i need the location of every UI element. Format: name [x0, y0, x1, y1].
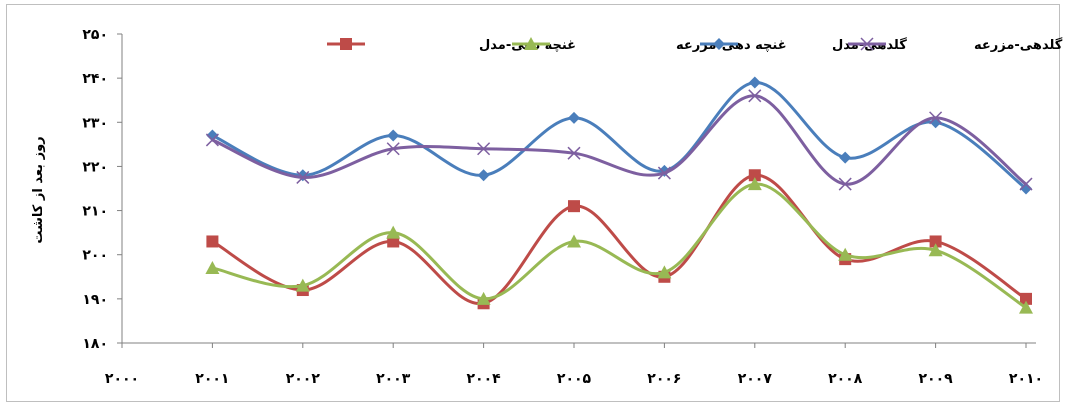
data-point: [929, 235, 942, 248]
data-point: [747, 177, 762, 191]
axes: ۱۸۰ ۱۹۰ ۲۰۰ ۲۱۰ ۲۲۰ ۲۳۰ ۲۴۰ ۲۵۰ ۲۰۰۰ ۲۰۰۱ ۲۰۰۲ ۲۰۰۳…: [82, 27, 1043, 387]
data-point: [748, 169, 761, 182]
data-point: [838, 177, 852, 191]
x-tick-label: ۲۰۰۰: [105, 371, 139, 387]
series-3: [206, 76, 1032, 195]
legend-marker: [340, 38, 352, 50]
data-point: [206, 235, 219, 248]
data-point: [477, 142, 491, 156]
data-point: [568, 111, 580, 124]
data-point: [206, 129, 219, 142]
data-point: [387, 129, 400, 142]
y-tick-label: ۲۵۰: [82, 27, 108, 43]
data-point: [567, 234, 581, 248]
data-point: [568, 200, 580, 213]
data-point: [205, 260, 220, 274]
data-point: [1020, 292, 1032, 305]
y-tick-label: ۲۴۰: [82, 71, 108, 87]
data-point: [928, 243, 943, 257]
data-point: [748, 89, 762, 103]
x-tick-label: ۲۰۰۱: [195, 371, 229, 387]
data-point: [477, 169, 490, 182]
data-point: [929, 111, 943, 125]
data-point: [205, 133, 219, 147]
x-tick-label: ۲۰۰۴: [467, 371, 502, 387]
series-2: [205, 177, 1033, 314]
legend-marker: [860, 37, 874, 51]
data-point: [1019, 177, 1033, 191]
y-tick-label: ۱۹۰: [82, 292, 108, 308]
x-tick-label: ۲۰۱۰: [1009, 371, 1043, 387]
x-tick-label: ۲۰۰۵: [557, 371, 592, 387]
data-point: [386, 142, 400, 156]
series-layer: [205, 76, 1033, 314]
x-tick-label: ۲۰۰۲: [286, 371, 321, 387]
legend-label: گلدهی-مزرعه: [974, 37, 1063, 53]
legend-item: گلدهی-مزرعه: [848, 37, 1063, 53]
data-point: [296, 169, 309, 182]
y-tick-label: ۲۱۰: [82, 204, 108, 220]
data-point: [296, 170, 310, 184]
x-tick-label: ۲۰۰۶: [647, 371, 681, 387]
series-line: [211, 94, 1027, 186]
data-point: [295, 278, 310, 292]
series-line: [212, 182, 1027, 309]
x-tick-label: ۲۰۰۹: [919, 371, 954, 387]
data-point: [1020, 182, 1032, 195]
data-point: [1019, 300, 1033, 314]
data-point: [657, 166, 671, 180]
data-point: [476, 291, 491, 305]
y-tick-label: ۱۸۰: [82, 336, 108, 352]
data-point: [748, 76, 761, 89]
y-tick-label: ۲۲۰: [82, 159, 108, 175]
data-point: [386, 225, 401, 239]
series-line: [211, 173, 1027, 305]
y-tick-label: ۲۰۰: [82, 248, 108, 264]
y-tick-label: ۲۳۰: [82, 115, 108, 131]
series-1: [206, 169, 1032, 310]
x-tick-label: ۲۰۰۳: [376, 371, 411, 387]
x-tick-label: ۲۰۰۷: [738, 371, 773, 387]
legend-marker: [524, 37, 538, 50]
data-point: [567, 146, 581, 160]
chart-frame: [6, 4, 1060, 402]
series-4: [205, 89, 1033, 191]
data-point: [657, 265, 672, 279]
series-line: [211, 81, 1027, 190]
x-tick-label: ۲۰۰۸: [828, 371, 863, 387]
data-point: [839, 151, 852, 164]
legend-marker: [713, 38, 725, 50]
y-axis-label: روز بعد از کاشت: [31, 136, 46, 243]
data-point: [838, 247, 853, 261]
